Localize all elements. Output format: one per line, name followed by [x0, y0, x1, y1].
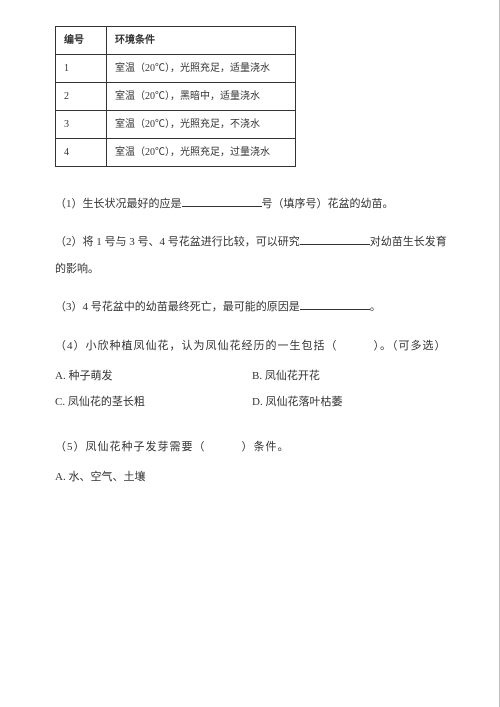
q5-options: A. 水、空气、土壤 [55, 464, 449, 490]
option-a[interactable]: A. 种子萌发 [55, 363, 252, 389]
q1-post: 号（填序号）花盆的幼苗。 [262, 198, 394, 210]
conditions-table: 编号 环境条件 1 室温（20℃），光照充足，适量浇水 2 室温（20℃），黑暗… [55, 26, 296, 167]
cell-condition: 室温（20℃），光照充足，适量浇水 [107, 55, 296, 83]
cell-number: 3 [56, 111, 107, 139]
blank-input[interactable] [300, 299, 370, 310]
question-4: （4）小欣种植凤仙花，认为凤仙花经历的一生包括（ ）。（可多选） [55, 333, 449, 359]
q5-text: （5）凤仙花种子发芽需要（ ）条件。 [55, 441, 290, 453]
cell-condition: 室温（20℃），黑暗中，适量浇水 [107, 83, 296, 111]
th-number: 编号 [56, 27, 107, 55]
question-3: （3）4 号花盆中的幼苗最终死亡，最可能的原因是 。 [55, 294, 449, 320]
question-2: （2）将 1 号与 3 号、4 号花盆进行比较，可以研究对幼苗生长发育的影响。 [55, 229, 449, 282]
worksheet-page: 编号 环境条件 1 室温（20℃），光照充足，适量浇水 2 室温（20℃），黑暗… [0, 0, 500, 707]
cell-condition: 室温（20℃），光照充足，过量浇水 [107, 139, 296, 167]
cell-number: 1 [56, 55, 107, 83]
question-1: （1）生长状况最好的应是 号（填序号）花盆的幼苗。 [55, 191, 449, 217]
blank-input[interactable] [182, 196, 262, 207]
table-header-row: 编号 环境条件 [56, 27, 296, 55]
q1-pre: （1）生长状况最好的应是 [55, 198, 182, 210]
blank-input[interactable] [300, 235, 370, 246]
option-c[interactable]: C. 凤仙花的茎长粗 [55, 389, 252, 415]
option-b[interactable]: B. 凤仙花开花 [252, 363, 449, 389]
q2-pre: （2）将 1 号与 3 号、4 号花盆进行比较，可以研究 [55, 236, 300, 248]
q3-pre: （3）4 号花盆中的幼苗最终死亡，最可能的原因是 [55, 301, 300, 313]
cell-number: 4 [56, 139, 107, 167]
table-row: 2 室温（20℃），黑暗中，适量浇水 [56, 83, 296, 111]
table-row: 4 室温（20℃），光照充足，过量浇水 [56, 139, 296, 167]
table-row: 3 室温（20℃），光照充足，不浇水 [56, 111, 296, 139]
table-row: 1 室温（20℃），光照充足，适量浇水 [56, 55, 296, 83]
q3-post: 。 [370, 301, 381, 313]
option-a[interactable]: A. 水、空气、土壤 [55, 464, 449, 490]
q4-text: （4）小欣种植凤仙花，认为凤仙花经历的一生包括（ ）。（可多选） [55, 340, 447, 352]
cell-number: 2 [56, 83, 107, 111]
option-d[interactable]: D. 凤仙花落叶枯萎 [252, 389, 449, 415]
question-5: （5）凤仙花种子发芽需要（ ）条件。 [55, 434, 449, 460]
q4-options: A. 种子萌发 B. 凤仙花开花 C. 凤仙花的茎长粗 D. 凤仙花落叶枯萎 [55, 363, 449, 416]
cell-condition: 室温（20℃），光照充足，不浇水 [107, 111, 296, 139]
th-condition: 环境条件 [107, 27, 296, 55]
